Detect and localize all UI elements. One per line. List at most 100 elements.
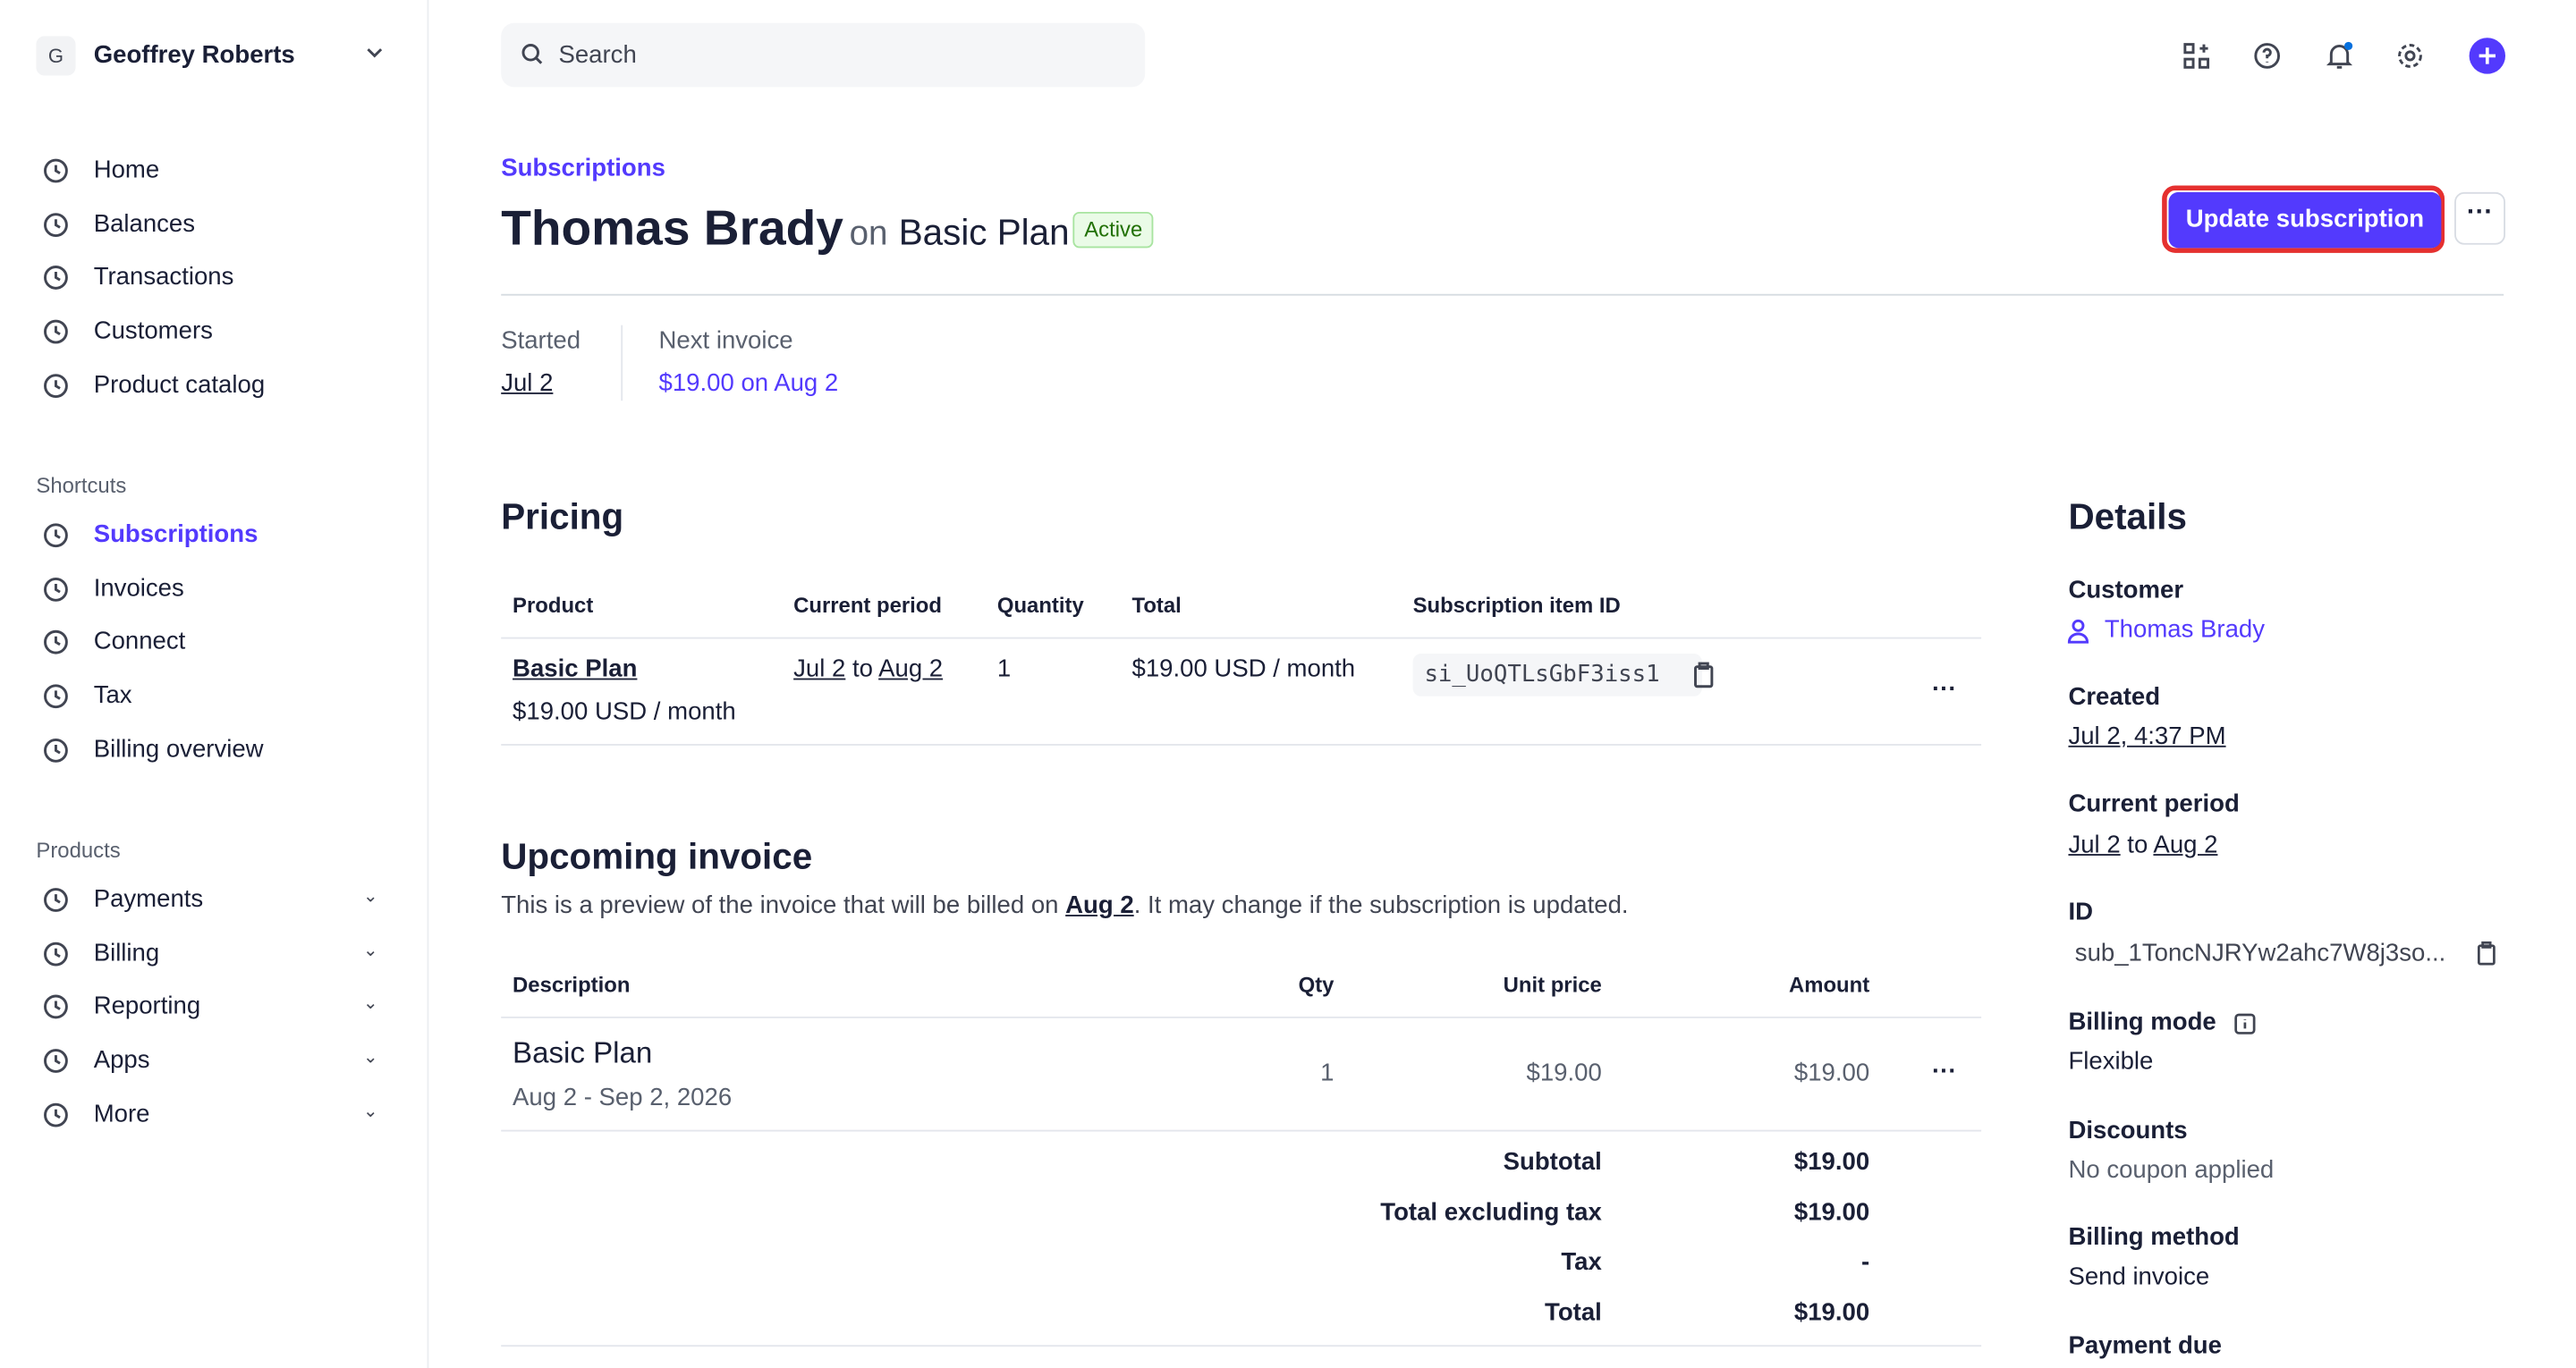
- search[interactable]: [501, 22, 1146, 88]
- nav-item[interactable]: Balances: [93, 210, 196, 239]
- summary-label: Started: [501, 326, 581, 355]
- section-title: Details: [2068, 495, 2187, 537]
- customer-title: Thomas Brady: [501, 201, 843, 257]
- nav-item[interactable]: Subscriptions: [93, 520, 258, 549]
- column-header: Amount: [1788, 972, 1870, 997]
- customer-link[interactable]: Thomas Brady: [2104, 615, 2266, 644]
- copy-icon[interactable]: [1692, 662, 1716, 688]
- product-link[interactable]: Basic Plan: [513, 654, 638, 684]
- account-name[interactable]: Geoffrey Roberts: [93, 40, 295, 70]
- total-label: Tax: [1561, 1247, 1602, 1277]
- divider: [501, 1345, 1982, 1347]
- create-button[interactable]: [2468, 36, 2507, 75]
- nav-item[interactable]: Billing overview: [93, 735, 264, 764]
- sidebar: [0, 0, 429, 1368]
- search-placeholder[interactable]: Search: [558, 40, 637, 70]
- nav-icon: [44, 684, 68, 709]
- date-link[interactable]: Aug 2: [878, 654, 944, 684]
- row-menu[interactable]: ···: [1931, 1057, 1957, 1086]
- detail-label: Created: [2068, 683, 2161, 712]
- nav-icon: [44, 213, 68, 238]
- nav-item[interactable]: Product catalog: [93, 371, 266, 400]
- date-link[interactable]: Aug 2: [2153, 831, 2218, 859]
- chevron[interactable]: ⌄: [362, 886, 378, 907]
- line-unit-price: $19.00: [1526, 1059, 1602, 1087]
- total-value: -: [1861, 1247, 1870, 1277]
- detail-value: Flexible: [2068, 1047, 2154, 1077]
- detail-label: Customer: [2068, 576, 2184, 604]
- detail-label: Payment due: [2068, 1331, 2222, 1360]
- nav-icon: [44, 319, 68, 344]
- item-id[interactable]: si_UoQTLsGbF3iss1: [1412, 654, 1703, 697]
- quantity: 1: [996, 654, 1012, 684]
- copy-icon[interactable]: [2476, 941, 2497, 966]
- section-title: Upcoming invoice: [501, 835, 813, 877]
- more-button[interactable]: ···: [2454, 191, 2506, 245]
- summary-value[interactable]: Jul 2: [501, 369, 554, 398]
- update-subscription-button[interactable]: Update subscription: [2168, 191, 2442, 249]
- nav-icon: [44, 374, 68, 399]
- column-header: Current period: [793, 593, 942, 618]
- total-label: Total excluding tax: [1380, 1198, 1602, 1228]
- account-avatar[interactable]: G: [36, 36, 76, 76]
- nav-item[interactable]: Transactions: [93, 262, 234, 291]
- total-value: $19.00: [1793, 1298, 1870, 1328]
- column-header: Unit price: [1503, 972, 1602, 997]
- nav-icon: [44, 158, 68, 183]
- divider: [501, 744, 1982, 746]
- detail-label: Discounts: [2068, 1116, 2188, 1145]
- divider: [621, 325, 623, 401]
- nav-item[interactable]: Customers: [93, 317, 213, 345]
- date-link[interactable]: Jul 2: [793, 654, 846, 684]
- chevron[interactable]: ⌄: [362, 941, 378, 961]
- total-label: Total: [1545, 1298, 1602, 1328]
- chevron[interactable]: [363, 41, 386, 64]
- date-link[interactable]: Aug 2: [1065, 891, 1134, 920]
- chevron[interactable]: ⌄: [362, 993, 378, 1014]
- nav-item[interactable]: More: [93, 1100, 150, 1128]
- row-menu[interactable]: ···: [1931, 674, 1957, 704]
- nav-icon: [44, 265, 68, 290]
- chevron[interactable]: ⌄: [362, 1102, 378, 1122]
- help-icon[interactable]: [2252, 41, 2282, 71]
- breadcrumb[interactable]: Subscriptions: [501, 154, 665, 182]
- nav-icon: [44, 888, 68, 912]
- nav-icon: [44, 994, 68, 1019]
- column-header: Total: [1131, 593, 1182, 618]
- nav-icon: [44, 1102, 68, 1127]
- info-icon[interactable]: [2234, 1013, 2256, 1034]
- nav-icon: [44, 523, 68, 548]
- nav-item[interactable]: Tax: [93, 681, 132, 710]
- total-value: $19.00: [1793, 1198, 1870, 1228]
- apps-icon[interactable]: [2182, 41, 2211, 71]
- nav-item[interactable]: Reporting: [93, 992, 201, 1020]
- nav-item[interactable]: Apps: [93, 1045, 150, 1075]
- line-qty: 1: [1320, 1059, 1335, 1087]
- chevron[interactable]: ⌄: [362, 1047, 378, 1068]
- text: This is a preview of the invoice that wi…: [501, 891, 1059, 920]
- nav-icon: [44, 738, 68, 763]
- date-link[interactable]: Jul 2: [2068, 831, 2121, 859]
- section-label: Shortcuts: [36, 472, 127, 498]
- detail-value[interactable]: Jul 2, 4:37 PM: [2068, 722, 2226, 751]
- nav-item[interactable]: Invoices: [93, 574, 184, 604]
- detail-value: No coupon applied: [2068, 1156, 2275, 1185]
- section-label: Products: [36, 837, 121, 863]
- column-header: Quantity: [996, 593, 1084, 618]
- detail-label: Billing method: [2068, 1223, 2240, 1252]
- nav-item[interactable]: Billing: [93, 939, 160, 967]
- line-dates: Aug 2 - Sep 2, 2026: [513, 1084, 733, 1112]
- plan-name: Basic Plan: [898, 211, 1070, 253]
- button-highlight: [2162, 185, 2445, 253]
- text: to: [2127, 831, 2148, 859]
- total: $19.00 USD / month: [1131, 654, 1356, 684]
- nav-icon: [44, 629, 68, 654]
- notifications-icon[interactable]: [2325, 41, 2354, 71]
- nav-item[interactable]: Connect: [93, 627, 186, 655]
- divider: [501, 1129, 1982, 1132]
- summary-value[interactable]: $19.00 on Aug 2: [658, 369, 839, 398]
- nav-item[interactable]: Payments: [93, 884, 204, 914]
- settings-icon[interactable]: [2395, 41, 2425, 71]
- line-description: Basic Plan: [513, 1035, 653, 1069]
- nav-item[interactable]: Home: [93, 156, 160, 184]
